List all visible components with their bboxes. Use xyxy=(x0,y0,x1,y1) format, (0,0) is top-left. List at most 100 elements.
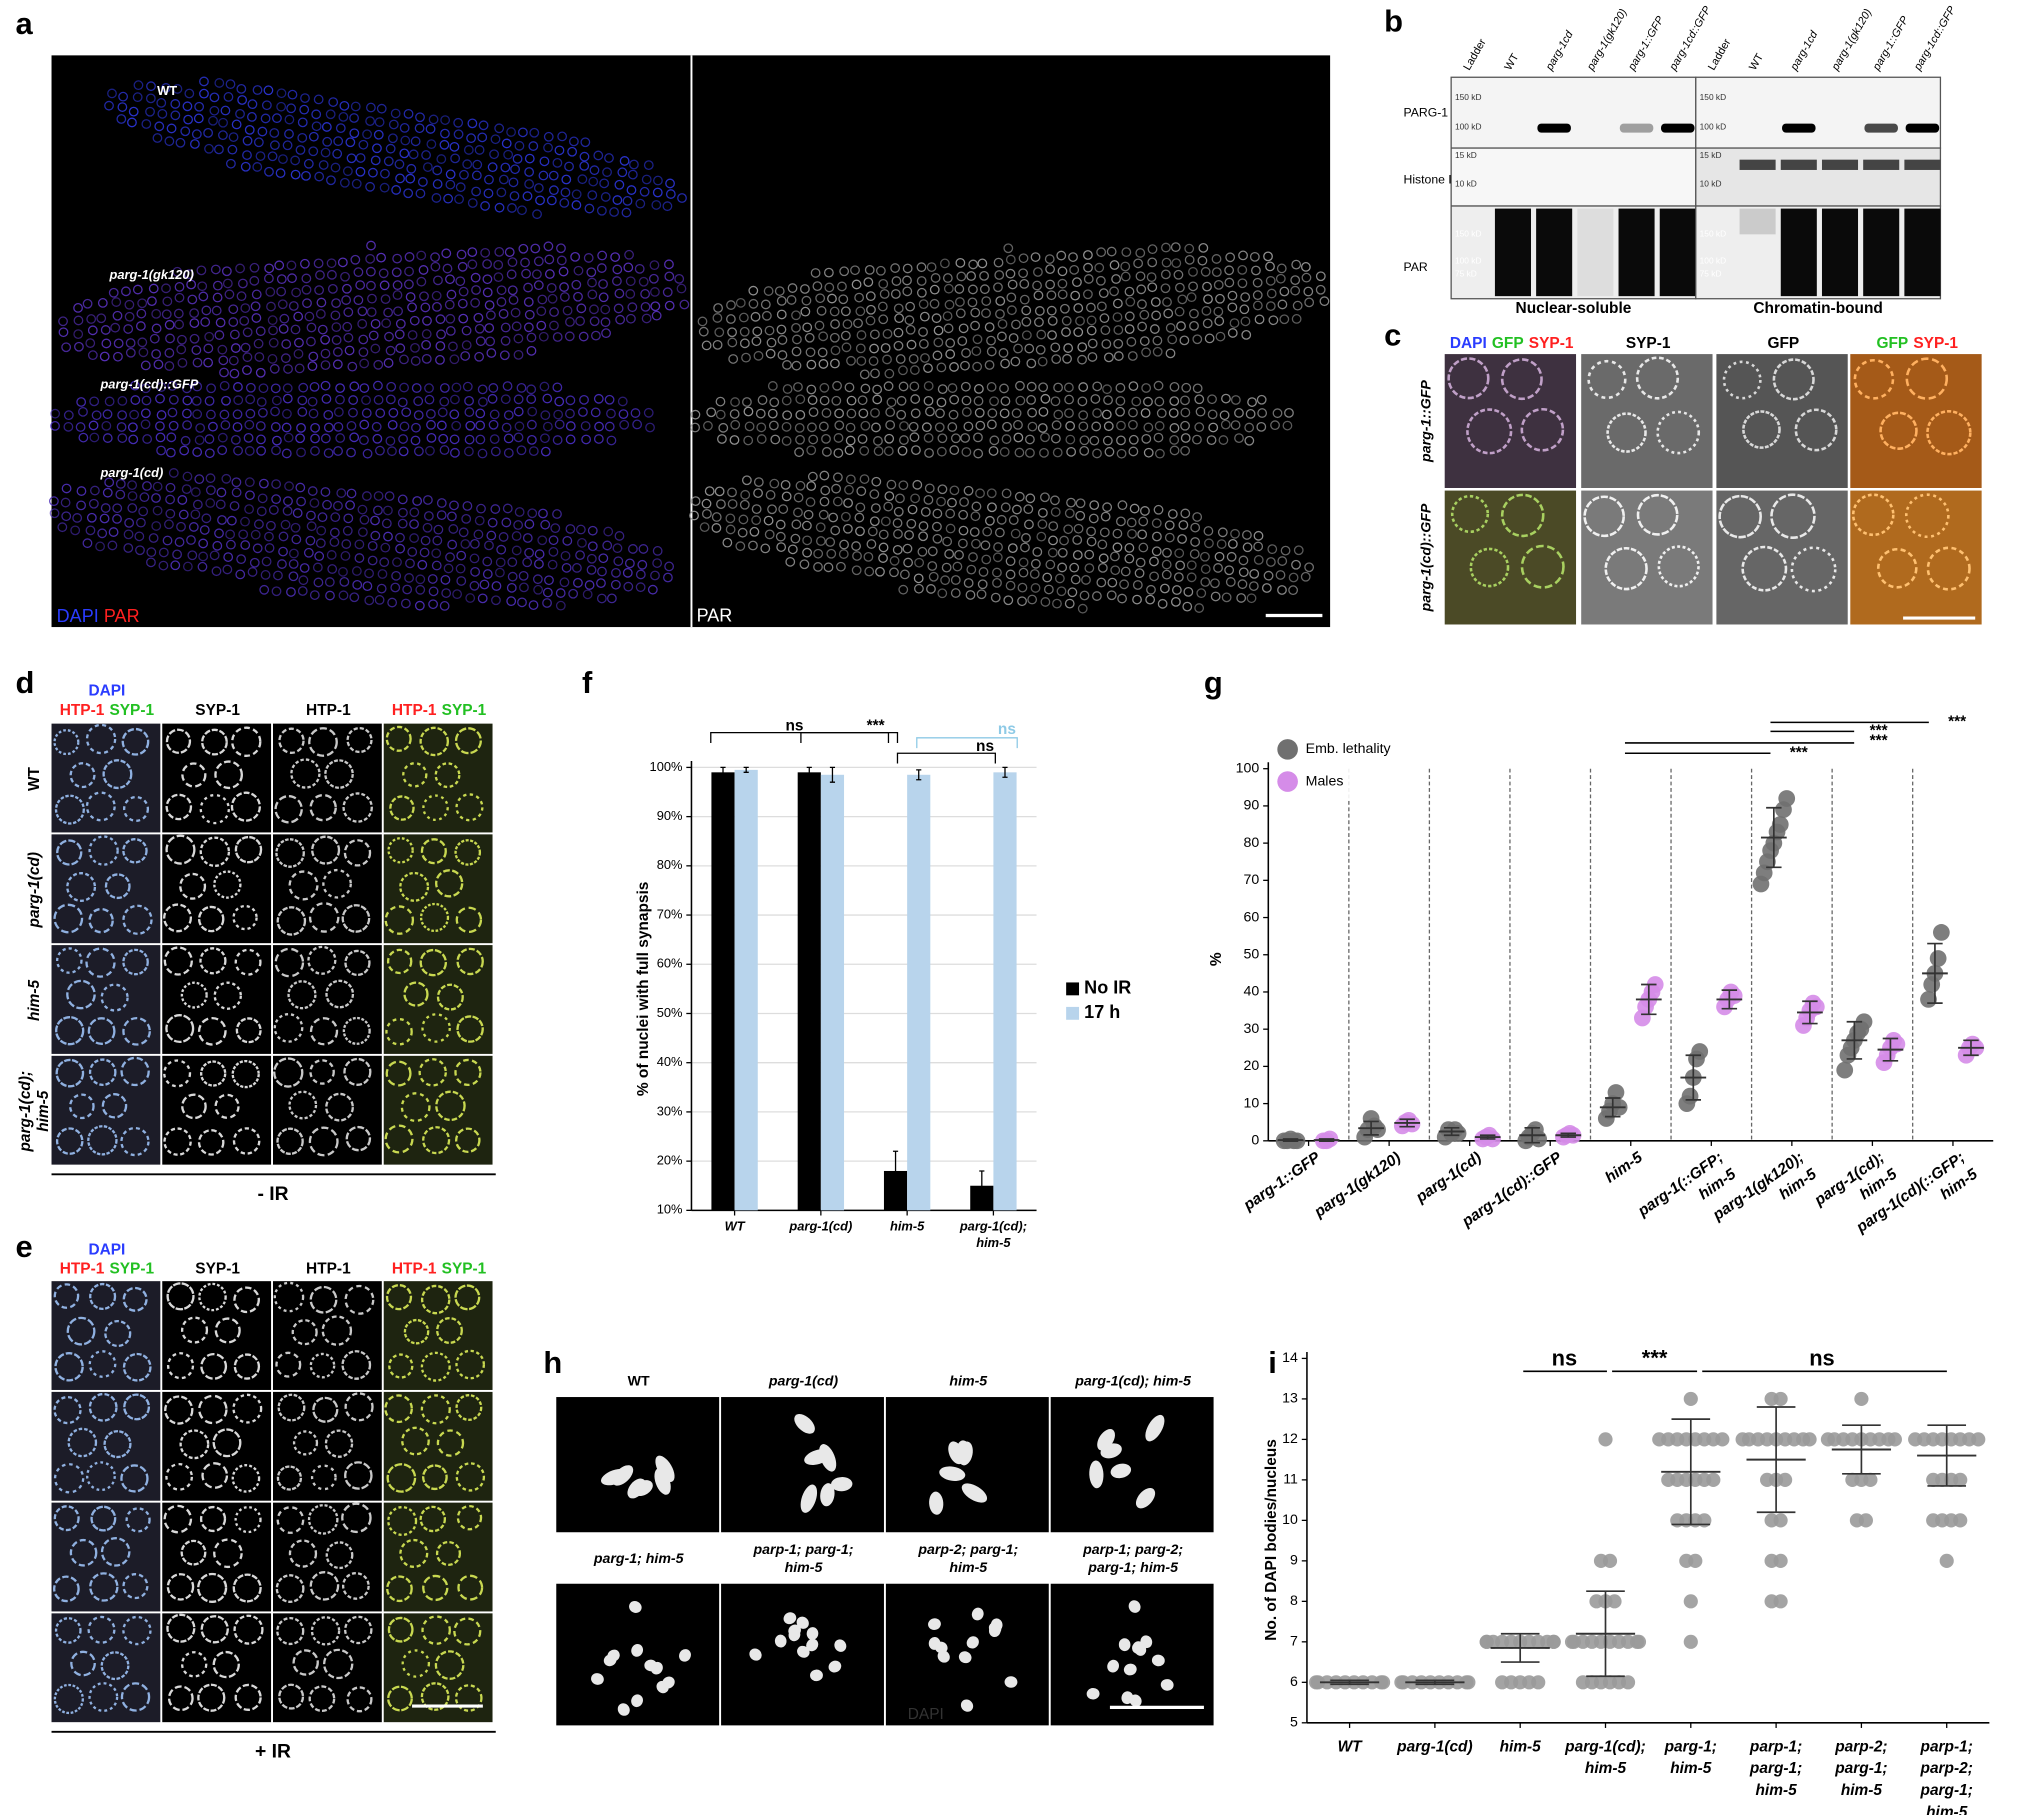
nucleus xyxy=(800,284,810,294)
nucleus xyxy=(464,407,475,417)
nucleus xyxy=(1606,412,1647,453)
nucleus xyxy=(203,127,214,138)
nucleus xyxy=(1098,553,1109,564)
nucleus xyxy=(1277,299,1288,310)
nucleus xyxy=(249,262,260,273)
data-point xyxy=(1631,1634,1647,1649)
nucleus xyxy=(989,435,1000,446)
nucleus xyxy=(316,525,327,536)
legend-swatch xyxy=(1066,1006,1080,1020)
nucleus xyxy=(1201,305,1212,316)
nucleus xyxy=(282,506,293,516)
nucleus xyxy=(278,1683,305,1710)
band xyxy=(1904,159,1941,170)
micrograph xyxy=(51,1502,161,1612)
nucleus xyxy=(438,433,449,444)
nucleus xyxy=(892,544,903,555)
column-header: DAPI xyxy=(88,683,125,700)
nucleus xyxy=(297,407,308,417)
nucleus xyxy=(904,315,915,326)
nucleus xyxy=(818,421,829,432)
nucleus xyxy=(640,301,651,312)
nucleus xyxy=(1151,310,1162,321)
nucleus xyxy=(350,254,361,265)
nucleus xyxy=(1203,294,1213,305)
sd-bar xyxy=(1882,1037,1899,1062)
nucleus xyxy=(838,294,849,305)
nucleus xyxy=(297,395,308,406)
nucleus xyxy=(523,297,534,307)
data-point xyxy=(1620,1675,1636,1690)
nucleus xyxy=(435,355,445,365)
nucleus xyxy=(184,88,195,99)
nucleus xyxy=(474,323,485,334)
nucleus xyxy=(735,297,746,308)
nucleus xyxy=(1180,433,1191,443)
nucleus xyxy=(97,298,108,308)
nucleus xyxy=(332,148,343,159)
nucleus xyxy=(1059,535,1069,546)
nucleus xyxy=(664,300,675,311)
nucleus xyxy=(1220,419,1231,430)
nucleus xyxy=(191,395,202,406)
nucleus xyxy=(341,1572,370,1600)
nucleus xyxy=(780,479,791,490)
nucleus xyxy=(345,1125,372,1152)
column-header: HTP-1 xyxy=(306,1261,351,1278)
significance-label: ns xyxy=(785,717,803,734)
nucleus xyxy=(1178,520,1189,530)
nucleus xyxy=(172,549,182,560)
nucleus xyxy=(471,186,481,197)
nucleus xyxy=(1073,303,1084,313)
nucleus xyxy=(622,195,633,206)
nucleus xyxy=(419,948,447,977)
nucleus xyxy=(1173,269,1184,280)
nucleus xyxy=(843,498,853,508)
nucleus xyxy=(214,528,224,539)
nucleus xyxy=(294,363,305,374)
nucleus xyxy=(806,481,817,491)
nucleus xyxy=(977,579,988,590)
nucleus xyxy=(307,361,318,372)
nucleus xyxy=(345,137,356,148)
ladder-label: 150 kD xyxy=(1700,229,1727,239)
nucleus xyxy=(544,254,555,265)
nucleus xyxy=(122,795,150,822)
significance-label: *** xyxy=(867,717,885,734)
nucleus xyxy=(1149,556,1159,567)
nucleus xyxy=(78,432,89,443)
nucleus xyxy=(152,505,163,516)
nucleus xyxy=(151,521,162,531)
nucleus xyxy=(341,295,352,305)
nucleus xyxy=(543,131,554,142)
nucleus xyxy=(53,1683,84,1715)
nucleus xyxy=(1033,267,1043,277)
nucleus xyxy=(753,488,763,498)
bar xyxy=(797,772,821,1211)
nucleus xyxy=(506,596,517,607)
nucleus xyxy=(102,759,133,790)
nucleus xyxy=(1214,551,1225,562)
nucleus xyxy=(561,562,572,573)
band xyxy=(1618,208,1655,297)
data-point xyxy=(1598,1432,1613,1447)
nucleus xyxy=(165,1462,194,1491)
header-word: PAR xyxy=(104,606,140,626)
nucleus xyxy=(282,140,293,151)
nucleus xyxy=(923,395,934,406)
nucleus xyxy=(523,282,533,293)
nucleus xyxy=(336,488,347,498)
nucleus xyxy=(489,409,500,420)
nucleus xyxy=(498,308,509,319)
nucleus xyxy=(1064,508,1075,519)
nucleus xyxy=(1290,275,1301,286)
nucleus xyxy=(491,581,502,591)
x-tick-label: him-5 xyxy=(976,1235,1011,1250)
nucleus xyxy=(1224,265,1235,276)
nucleus xyxy=(401,407,412,418)
nucleus xyxy=(1135,271,1146,282)
nucleus xyxy=(430,252,440,263)
nucleus xyxy=(323,448,334,458)
nucleus xyxy=(611,567,621,578)
nucleus xyxy=(383,156,394,167)
